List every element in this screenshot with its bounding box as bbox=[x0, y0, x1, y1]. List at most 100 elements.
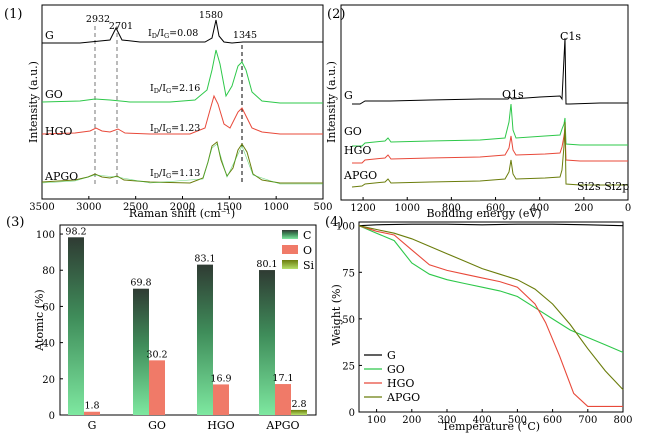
tga-series-APGO bbox=[358, 225, 624, 390]
tga-legend: G GO HGO APGO bbox=[364, 349, 420, 404]
atomic-y-tick-label: 40 bbox=[42, 339, 55, 350]
tga-series-HGO bbox=[358, 225, 623, 407]
peak-label-2701: 2701 bbox=[109, 21, 133, 32]
tga-y-tick-label: 75 bbox=[342, 268, 355, 279]
atomic-bar-label: 1.8 bbox=[84, 401, 99, 412]
raman-x-tick-label: 1500 bbox=[217, 202, 242, 213]
atomic-plot-frame bbox=[59, 224, 317, 416]
ratio-label-HGO: ID/IG=1.23 bbox=[150, 123, 200, 135]
xps-label-G: G bbox=[344, 89, 353, 102]
raman-y-axis-label: Intensity (a.u.) bbox=[27, 61, 40, 143]
legend-swatch-C bbox=[282, 230, 298, 239]
tga-x-tick-label: 400 bbox=[473, 415, 492, 426]
tga-x-tick-label: 600 bbox=[543, 415, 562, 426]
raman-label-GO: GO bbox=[45, 88, 63, 101]
panel-label-2: (2) bbox=[327, 7, 345, 22]
peak-label-2932: 2932 bbox=[86, 14, 110, 25]
xps-x-tick-label: 600 bbox=[486, 203, 505, 214]
atomic-bar-O-HGO bbox=[213, 384, 229, 415]
atomic-bar-O-APGO bbox=[275, 384, 291, 415]
atomic-x-category: APGO bbox=[265, 419, 299, 432]
atomic-x-category: G bbox=[88, 419, 97, 432]
atomic-panel: (3) 0 20 40 60 80 100 G GO HGO APGO 98.2 1.8 69.8 3… bbox=[6, 215, 317, 432]
tga-y-tick-label: 0 bbox=[349, 408, 355, 419]
xps-plot-frame bbox=[340, 4, 629, 201]
raman-x-tick-label: 2000 bbox=[170, 202, 195, 213]
tga-series-G bbox=[358, 223, 624, 227]
raman-x-tick-label: 500 bbox=[313, 202, 332, 213]
atomic-x-category: GO bbox=[148, 419, 166, 432]
atomic-y-axis-label: Atomic (%) bbox=[33, 289, 46, 351]
atomic-bar-label: 80.1 bbox=[256, 259, 277, 270]
raman-series-G bbox=[42, 19, 323, 44]
peak-label-1580: 1580 bbox=[199, 10, 223, 21]
tga-x-ticks: 100 200 300 400 500 600 700 800 bbox=[367, 409, 633, 426]
xps-annotation-Si: Si2s Si2p bbox=[577, 180, 629, 193]
legend-label-Si: Si bbox=[303, 259, 315, 272]
atomic-bar-label: 30.2 bbox=[146, 349, 167, 360]
tga-y-tick-label: 100 bbox=[336, 222, 355, 233]
raman-series-APGO-overlay bbox=[41, 143, 323, 185]
atomic-bar-C-HGO bbox=[197, 264, 213, 415]
tga-x-tick-label: 300 bbox=[437, 415, 456, 426]
xps-x-ticks: 1200 1000 800 600 400 200 0 bbox=[350, 197, 631, 214]
xps-label-GO: GO bbox=[344, 125, 362, 138]
atomic-bar-label: 69.8 bbox=[130, 278, 151, 289]
raman-x-axis-label: Raman shift (cm⁻¹) bbox=[129, 207, 235, 220]
xps-label-APGO: APGO bbox=[343, 169, 377, 182]
atomic-y-tick-label: 20 bbox=[42, 375, 55, 386]
xps-annotation-C1s: C1s bbox=[560, 30, 581, 43]
xps-x-tick-label: 400 bbox=[530, 203, 549, 214]
xps-series-GO bbox=[352, 103, 628, 147]
raman-x-tick-label: 3500 bbox=[29, 202, 54, 213]
atomic-bar-label: 83.1 bbox=[194, 254, 215, 265]
tga-x-tick-label: 200 bbox=[402, 415, 421, 426]
tga-plot-frame bbox=[358, 221, 624, 413]
ratio-labels: ID/IG=0.08 ID/IG=2.16 ID/IG=1.23 ID/IG=1… bbox=[148, 28, 200, 180]
xps-x-axis-label: Bonding energy (eV) bbox=[426, 207, 541, 220]
atomic-x-categories: G GO HGO APGO bbox=[88, 419, 300, 432]
xps-x-tick-label: 0 bbox=[625, 203, 631, 214]
atomic-y-tick-label: 100 bbox=[36, 230, 55, 241]
tga-y-axis-label: Weight (%) bbox=[330, 284, 343, 346]
atomic-bar-C-G bbox=[68, 237, 84, 415]
xps-series-APGO bbox=[351, 121, 628, 188]
raman-label-APGO: APGO bbox=[44, 170, 78, 183]
atomic-y-tick-label: 80 bbox=[42, 266, 55, 277]
xps-x-tick-label: 1000 bbox=[395, 203, 420, 214]
tga-legend-label-HGO: HGO bbox=[387, 377, 414, 390]
panel-label-3: (3) bbox=[6, 215, 24, 230]
raman-x-tick-label: 1000 bbox=[263, 202, 288, 213]
xps-y-axis-label: Intensity (a.u.) bbox=[325, 61, 338, 143]
legend-label-O: O bbox=[303, 244, 312, 257]
tga-lines bbox=[358, 223, 624, 407]
tga-legend-label-GO: GO bbox=[387, 363, 405, 376]
tga-x-tick-label: 800 bbox=[613, 415, 632, 426]
raman-x-ticks: 3500 3000 2500 2000 1500 1000 500 bbox=[29, 196, 333, 213]
tga-x-tick-label: 100 bbox=[367, 415, 386, 426]
atomic-bar-C-GO bbox=[133, 288, 149, 415]
ratio-label-G: ID/IG=0.08 bbox=[148, 28, 198, 40]
raman-x-tick-label: 2500 bbox=[123, 202, 148, 213]
tga-x-axis-label: Temperature (°C) bbox=[442, 420, 540, 433]
xps-label-HGO: HGO bbox=[344, 144, 371, 157]
atomic-bar-C-APGO bbox=[259, 270, 275, 415]
atomic-bars: 98.2 1.8 69.8 30.2 83.1 16.9 80.1 17.1 2.8 bbox=[65, 226, 307, 415]
atomic-legend: C O Si bbox=[282, 229, 315, 272]
atomic-bar-label: 16.9 bbox=[210, 373, 231, 384]
legend-swatch-O bbox=[282, 245, 298, 254]
atomic-bar-Si-APGO bbox=[291, 409, 307, 415]
raman-panel: (1) 3500 3000 2500 2000 1500 1000 500 Raman sh… bbox=[4, 4, 333, 220]
xps-annotation-O1s: O1s bbox=[502, 88, 524, 101]
atomic-y-tick-label: 60 bbox=[42, 302, 55, 313]
ratio-label-APGO: ID/IG=1.13 bbox=[150, 168, 200, 180]
atomic-bar-label: 2.8 bbox=[291, 399, 306, 410]
atomic-bar-label: 17.1 bbox=[272, 373, 293, 384]
tga-series-GO bbox=[358, 225, 624, 353]
xps-x-tick-label: 1200 bbox=[350, 203, 375, 214]
tga-x-tick-label: 500 bbox=[508, 415, 527, 426]
tga-legend-label-G: G bbox=[387, 349, 396, 362]
tga-panel: (4) 100 200 300 400 500 600 700 800 0 25 50 75 100 … bbox=[325, 215, 633, 433]
atomic-y-tick-label: 0 bbox=[49, 411, 55, 422]
